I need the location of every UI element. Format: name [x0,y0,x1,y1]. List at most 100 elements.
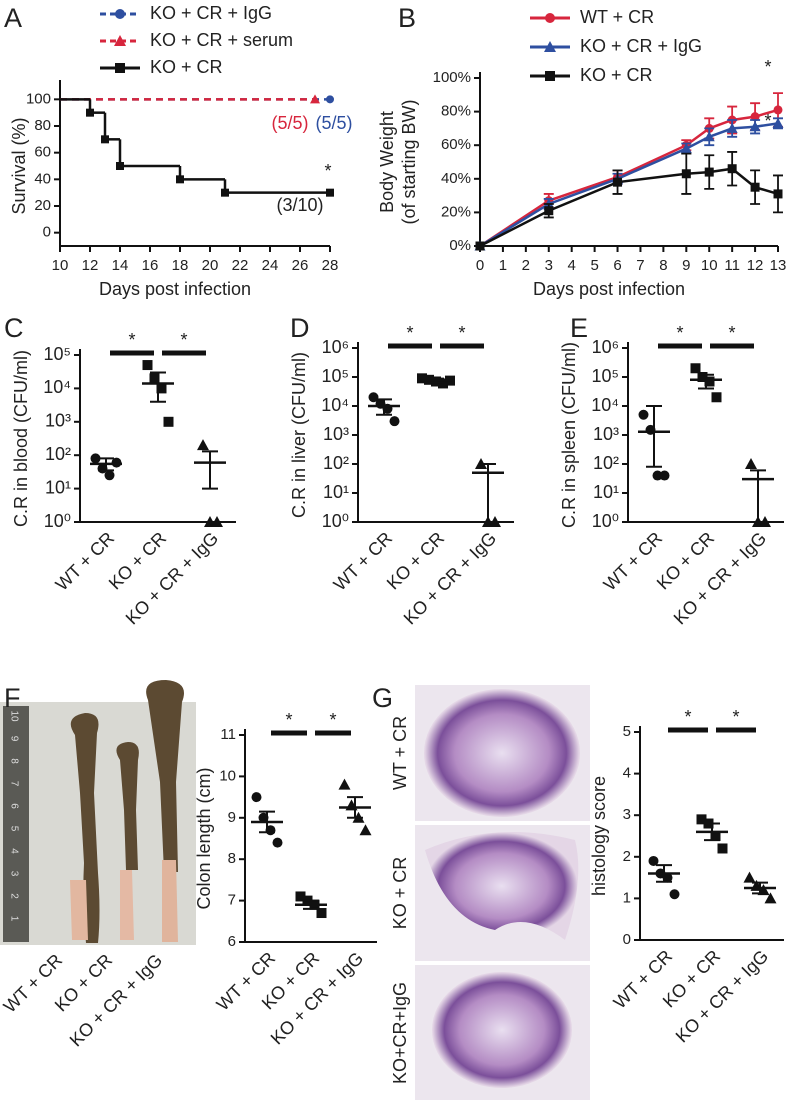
point [697,372,708,382]
y-tick-label: 10 [219,767,236,784]
marker [544,206,554,216]
marker [221,188,229,197]
x-tick-label: KO + CR + IgG [670,528,770,628]
series-line [479,167,779,248]
x-tick-label: 11 [724,257,740,274]
image-label: KO+CR+IgG [390,982,410,1084]
point [659,470,670,481]
ruler [3,706,29,942]
ruler-label: 9 [8,736,19,742]
annotation: * [764,111,771,131]
annotation: * [458,323,465,343]
marker [475,241,485,251]
y-tick-label: 10⁰ [592,511,619,531]
y-tick-label: 2 [623,848,631,865]
panel-letter: G [372,683,393,713]
point [710,831,721,841]
legend-label: KO + CR + IgG [580,36,702,56]
y-tick-label: 10¹ [323,482,349,502]
x-tick-label: 10 [701,257,718,274]
error-bar [303,899,319,910]
point [669,889,680,900]
y-tick-label: 60 [34,144,51,161]
x-tick-label: 8 [659,257,667,274]
x-axis-label: Days post infection [533,279,685,299]
x-tick-label: 26 [292,257,309,274]
point [104,470,115,481]
point [389,416,400,427]
error-bar [376,398,392,416]
y-axis-label: C.R in liver (CFU/ml) [289,352,309,518]
x-tick-label: 13 [770,257,787,274]
y-tick-label: 10⁰ [44,511,71,531]
point [717,843,728,854]
marker [116,162,124,170]
y-tick-label: 10⁴ [591,395,619,415]
marker [703,131,715,142]
y-tick-label: 0 [623,931,631,948]
colon [70,880,88,940]
x-tick-label: WT + CR [330,528,397,595]
annotation: * [684,707,691,727]
y-tick-label: 10⁴ [43,377,71,397]
x-tick-label: 5 [590,257,598,274]
x-tick-label: 20 [202,257,219,274]
x-tick-label: 18 [172,257,189,274]
marker [773,189,783,199]
y-tick-label: 100% [433,69,471,86]
error-bar [347,796,363,819]
point [295,891,306,902]
point [163,416,174,427]
annotation: * [764,57,771,77]
ruler-label: 10 [8,710,19,722]
annotation: (5/5) [271,113,308,133]
y-tick-label: 10³ [323,424,349,444]
y-tick-label: 100 [26,90,51,107]
panel-letter: F [4,683,21,713]
y-tick-label: 10⁰ [322,511,349,531]
error-bar [202,450,218,490]
error-bar [704,822,720,842]
annotation: * [732,707,739,727]
ruler-label: 5 [8,826,19,832]
colon [120,870,134,940]
point [156,383,167,394]
x-axis-label: Days post infection [99,279,251,299]
marker [726,122,738,133]
y-tick-label: 80% [441,103,471,120]
point [338,778,351,790]
point [648,855,659,866]
marker [101,135,109,144]
y-tick-label: 10⁴ [321,395,349,415]
marker [727,164,737,174]
y-tick-label: 7 [228,892,236,909]
error-bar [656,864,672,883]
colon [162,860,178,942]
marker [326,188,334,197]
y-tick-label: 20% [441,203,471,220]
point [696,814,707,825]
x-tick-label: 7 [636,257,644,274]
legend-marker [545,13,555,23]
point [690,363,701,374]
x-tick-label: 1 [499,257,507,274]
colon [116,742,139,870]
point [638,409,649,420]
y-tick-label: 11 [220,726,236,743]
x-tick-label: 12 [82,257,99,274]
y-tick-label: 40% [441,170,471,187]
annotation: (3/10) [276,195,323,215]
marker [750,112,760,122]
series-line [479,122,779,248]
y-tick-label: 0 [43,224,51,241]
point [90,453,101,464]
x-tick-label: 2 [522,257,530,274]
point [272,837,283,848]
ruler-label: 3 [8,871,19,877]
annotation: * [728,323,735,343]
legend-marker [544,41,556,52]
error-bar [698,373,714,390]
error-bar [480,463,496,523]
error-bar [150,371,166,403]
